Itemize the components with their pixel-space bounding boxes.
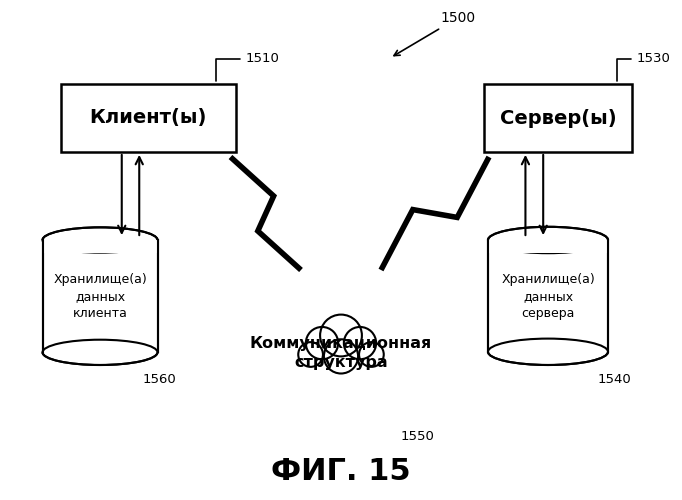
Ellipse shape [488,338,608,365]
Bar [42,240,158,352]
Bar [484,84,632,152]
Ellipse shape [42,228,158,252]
Text: 1500: 1500 [394,11,475,56]
Text: ФИГ. 15: ФИГ. 15 [271,458,411,486]
Circle shape [344,327,376,359]
Text: Клиент(ы): Клиент(ы) [89,108,207,128]
Text: 1510: 1510 [216,52,280,81]
Text: 1530: 1530 [617,52,671,81]
Bar [42,240,158,252]
Circle shape [359,342,384,367]
Text: 1560: 1560 [143,373,176,386]
Text: Сервер(ы): Сервер(ы) [500,108,617,128]
Text: 1550: 1550 [401,430,435,443]
Bar [488,240,608,352]
Ellipse shape [42,340,158,365]
Bar [61,84,235,152]
Circle shape [324,340,358,374]
Bar [487,240,609,253]
Circle shape [298,342,323,367]
Circle shape [306,327,338,359]
Text: Хранилище(а)
данных
сервера: Хранилище(а) данных сервера [501,273,595,320]
Text: 1540: 1540 [598,373,632,386]
Ellipse shape [488,227,608,253]
Circle shape [320,314,362,356]
Text: Коммуникационная
структура: Коммуникационная структура [250,336,432,370]
Text: Хранилище(а)
данных
клиента: Хранилище(а) данных клиента [53,273,147,320]
